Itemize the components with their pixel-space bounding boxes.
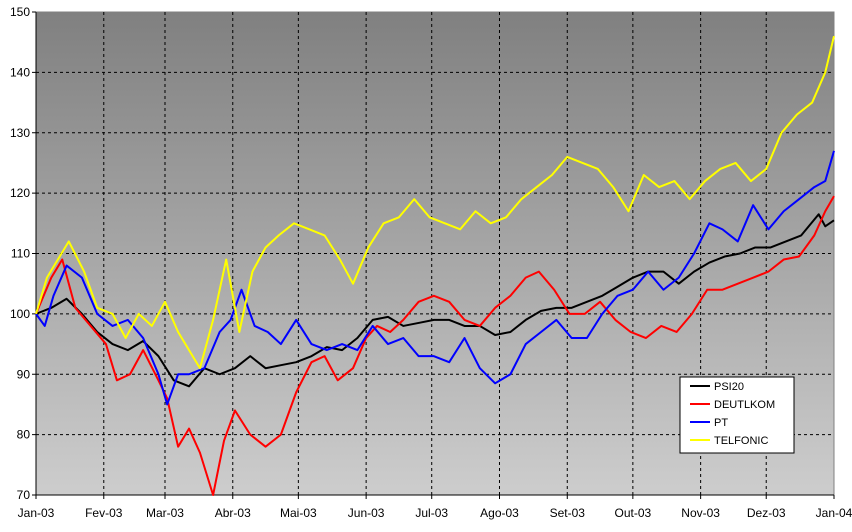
series-line-telfonic bbox=[35, 35, 835, 370]
y-tick-label: 80 bbox=[17, 428, 31, 442]
legend-label-pt: PT bbox=[714, 417, 728, 429]
legend-label-deutlkom: DEUTLKOM bbox=[714, 399, 775, 411]
x-tick-label: Jan-03 bbox=[18, 506, 55, 520]
x-tick-label: Set-03 bbox=[550, 506, 586, 520]
x-tick-label: Jun-03 bbox=[348, 506, 385, 520]
x-tick-label: Out-03 bbox=[615, 506, 652, 520]
x-tick-label: Mai-03 bbox=[280, 506, 317, 520]
y-tick-label: 130 bbox=[10, 126, 30, 140]
series-lines bbox=[35, 35, 835, 496]
y-tick-label: 120 bbox=[10, 186, 30, 200]
x-tick-label: Jul-03 bbox=[415, 506, 448, 520]
legend-label-psi20: PSI20 bbox=[714, 381, 744, 393]
y-tick-label: 100 bbox=[10, 307, 30, 321]
y-tick-label: 90 bbox=[17, 367, 31, 381]
legend-label-telfonic: TELFONIC bbox=[714, 435, 768, 447]
x-tick-label: Fev-03 bbox=[85, 506, 123, 520]
x-tick-label: Nov-03 bbox=[681, 506, 720, 520]
y-tick-label: 140 bbox=[10, 65, 30, 79]
x-tick-label: Jan-04 bbox=[816, 506, 852, 520]
x-tick-label: Ago-03 bbox=[480, 506, 519, 520]
x-tick-label: Abr-03 bbox=[215, 506, 251, 520]
y-tick-label: 70 bbox=[17, 488, 31, 502]
x-tick-label: Dez-03 bbox=[747, 506, 786, 520]
legend: PSI20 DEUTLKOM PT TELFONIC bbox=[679, 376, 795, 454]
y-tick-label: 110 bbox=[11, 247, 30, 261]
series-line-pt bbox=[35, 150, 835, 406]
series-line-psi20 bbox=[35, 213, 835, 388]
axes: 70 80 90 100 110 120 130 140 150 Jan-03 Fev-03 Mar-… bbox=[10, 5, 852, 520]
y-tick-label: 150 bbox=[10, 5, 30, 19]
x-tick-label: Mar-03 bbox=[146, 506, 184, 520]
